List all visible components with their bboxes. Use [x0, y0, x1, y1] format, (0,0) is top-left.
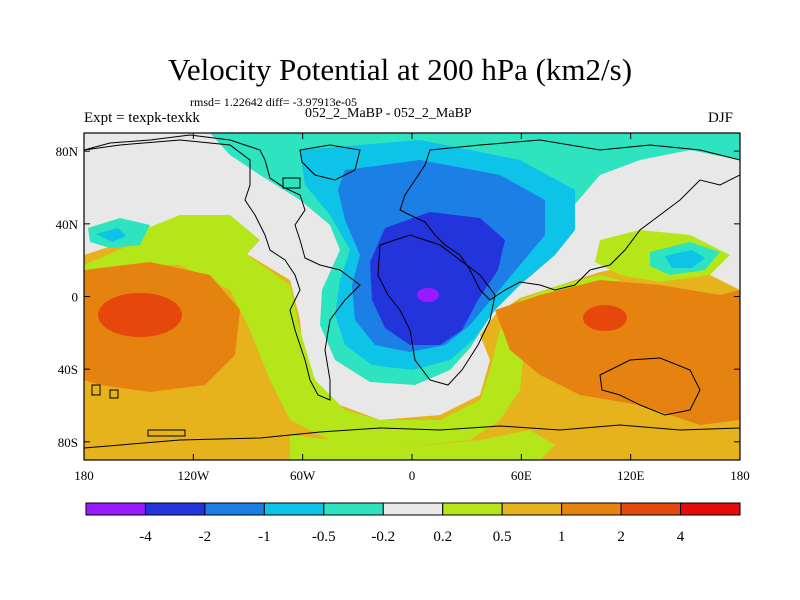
field-level-4-indian: [583, 305, 627, 331]
field-level-0.5-northwest: [130, 215, 260, 262]
field-level-2-indian: [495, 280, 740, 425]
colorbar-label: -0.2: [371, 529, 395, 545]
colorbar-label: 1: [558, 529, 566, 545]
coastline-australia: [599, 357, 701, 416]
x-tick-label: 180: [74, 468, 94, 483]
runs-label: 052_2_MaBP - 052_2_MaBP: [305, 106, 472, 121]
y-tick-label: 80N: [56, 144, 79, 159]
chart-title: Velocity Potential at 200 hPa (km2/s): [167, 52, 633, 87]
colorbar-swatch: [204, 502, 265, 516]
colorbar-label: -2: [199, 529, 212, 545]
x-tick-label: 120E: [617, 468, 645, 483]
colorbar-swatch: [85, 502, 146, 516]
coastline-greenland: [299, 144, 361, 181]
colorbar-swatch: [680, 502, 741, 516]
colorbar-swatch: [382, 502, 444, 516]
colorbar-swatch: [620, 502, 682, 516]
colorbar-swatch: [561, 502, 622, 516]
coastline-islands: [91, 177, 301, 437]
field-level-4-pacific: [98, 293, 182, 337]
season-label: DJF: [708, 110, 734, 126]
colorbar-swatch: [263, 502, 325, 516]
colorbar-swatch: [323, 502, 384, 516]
field-level-0.5-band: [84, 235, 620, 448]
x-tick-label: 180: [730, 468, 750, 483]
contour-fields: [84, 133, 740, 460]
colorbar-swatch: [144, 502, 206, 516]
colorbar-swatch: [442, 502, 503, 516]
coastline-africa: [377, 234, 496, 386]
coastline-north-america: [84, 134, 361, 401]
field-level-0.5-south: [290, 430, 555, 460]
y-tick-label: 0: [72, 290, 79, 305]
field-level-neg4: [417, 288, 439, 302]
x-tick-label: 60E: [511, 468, 532, 483]
coastline-eurasia: [399, 139, 740, 301]
field-level-neg0.5-east: [665, 250, 705, 268]
colorbar-label: 0.2: [433, 529, 452, 545]
colorbar-label: 4: [677, 529, 685, 545]
colorbar-swatch: [501, 502, 563, 516]
x-tick-label: 60W: [290, 468, 316, 483]
x-tick-label: 120W: [177, 468, 210, 483]
colorbar-label: -0.5: [312, 529, 336, 545]
coastline-antarctica: [84, 424, 740, 449]
field-level-neg2: [370, 212, 505, 345]
coastlines: [84, 134, 740, 449]
x-tick-label: 0: [409, 468, 416, 483]
field-level-neg0.5-west: [96, 228, 126, 242]
colorbar-label: -4: [139, 529, 152, 545]
experiment-label: Expt = texpk-texkk: [84, 110, 200, 126]
y-tick-label: 80S: [58, 435, 78, 450]
y-tick-label: 40S: [58, 362, 78, 377]
y-tick-label: 40N: [56, 217, 79, 232]
stats-label: rmsd= 1.22642 diff= -3.97913e-05: [190, 95, 357, 109]
axis-ticks: 180 120W 60W 0 60E 120E 180 80N 40N 0 40S 80S: [56, 133, 750, 483]
colorbar-label: 2: [617, 529, 625, 545]
colorbar-label: -1: [258, 529, 271, 545]
colorbar: -4 -2 -1 -0.5 -0.2 0.2 0.5 1 2 4: [85, 502, 741, 545]
field-level-0.2-west: [84, 140, 250, 230]
colorbar-label: 0.5: [493, 529, 512, 545]
